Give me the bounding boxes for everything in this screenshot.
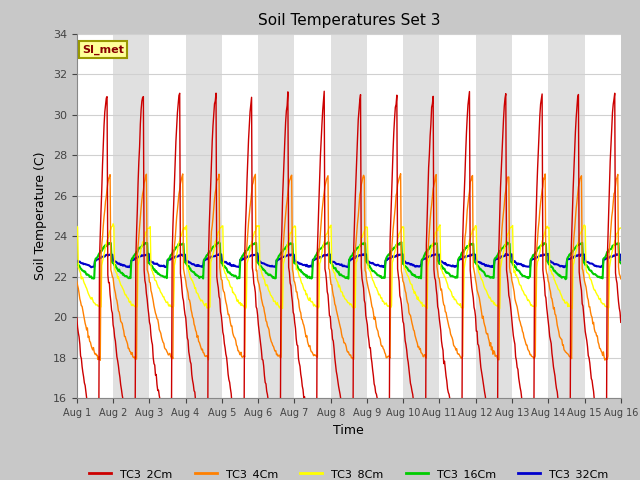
- Bar: [77, 34, 113, 398]
- Bar: [440, 34, 476, 398]
- Bar: [113, 34, 149, 398]
- Bar: [403, 34, 440, 398]
- Bar: [584, 34, 621, 398]
- Bar: [548, 34, 584, 398]
- Bar: [331, 34, 367, 398]
- Bar: [367, 34, 403, 398]
- Bar: [149, 34, 186, 398]
- Bar: [258, 34, 294, 398]
- Y-axis label: Soil Temperature (C): Soil Temperature (C): [35, 152, 47, 280]
- Bar: [294, 34, 331, 398]
- Bar: [186, 34, 222, 398]
- Bar: [222, 34, 258, 398]
- X-axis label: Time: Time: [333, 424, 364, 437]
- Title: Soil Temperatures Set 3: Soil Temperatures Set 3: [257, 13, 440, 28]
- Bar: [476, 34, 512, 398]
- Legend: TC3_2Cm, TC3_4Cm, TC3_8Cm, TC3_16Cm, TC3_32Cm: TC3_2Cm, TC3_4Cm, TC3_8Cm, TC3_16Cm, TC3…: [84, 464, 613, 480]
- Bar: [512, 34, 548, 398]
- Text: SI_met: SI_met: [82, 45, 124, 55]
